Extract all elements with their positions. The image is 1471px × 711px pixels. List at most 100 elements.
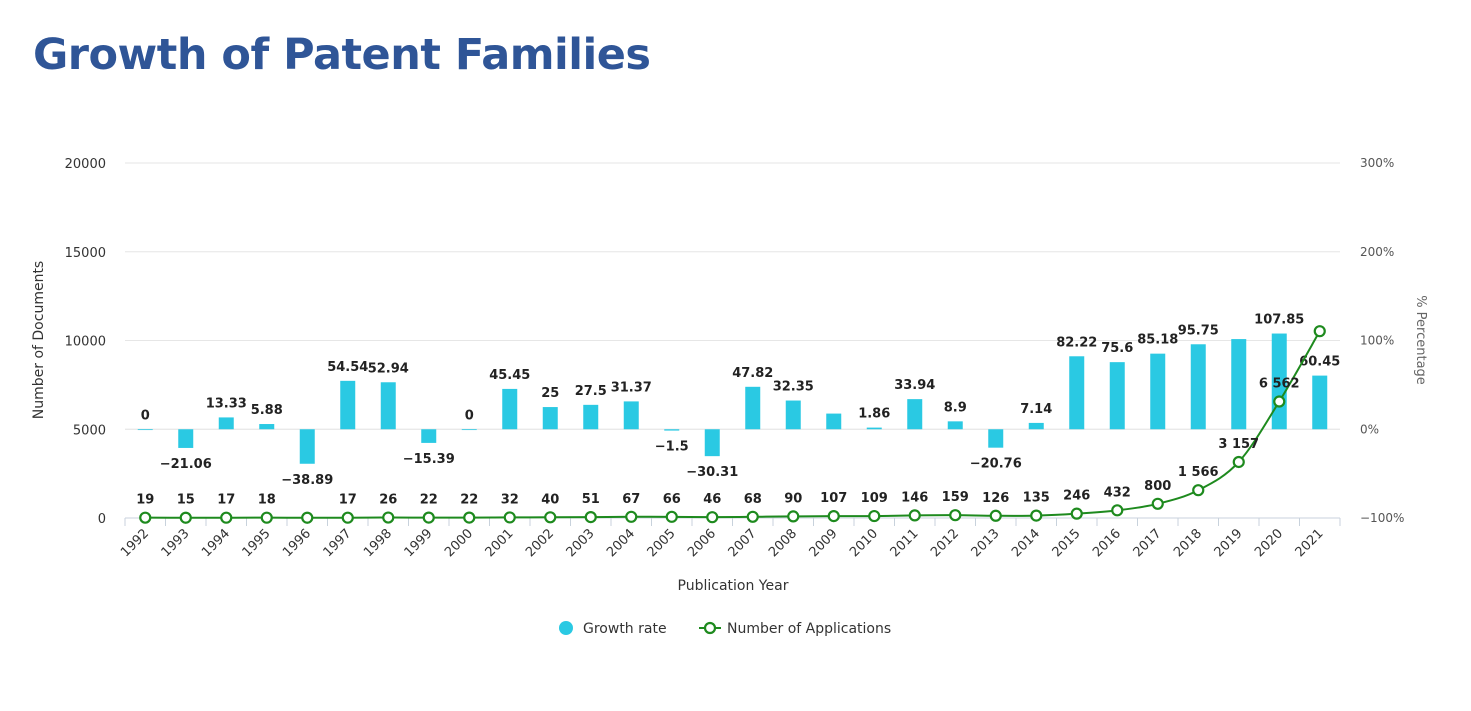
x-tick-label: 2009 [807,526,841,560]
legend-item-growth-rate[interactable]: Growth rate [559,621,667,637]
line-point [908,509,921,522]
bar-data-label: 32.35 [773,380,814,395]
line-data-label: 68 [744,492,762,507]
bar-data-label: −21.06 [160,457,212,472]
legend-label-number-of-applications: Number of Applications [727,621,891,637]
bar-data-label: 7.14 [1020,402,1052,417]
x-tick-label: 2018 [1171,526,1205,560]
line-point [220,511,233,524]
line-data-label: 3 157 [1218,437,1259,452]
bar [137,429,153,431]
bar-data-label: 27.5 [575,384,607,399]
legend-label-growth-rate: Growth rate [583,621,667,637]
y-tick-label-left: 0 [98,512,106,527]
bar [299,429,315,464]
line-point [382,511,395,524]
x-tick-label: 1995 [240,526,274,560]
bar [583,404,599,430]
line-point [1111,504,1124,517]
line-point [260,511,273,524]
x-tick-label: 2019 [1212,526,1246,560]
bar-data-label: 54.54 [327,360,368,375]
x-axis: 1992 1993 1994 1995 1996 1997 1998 1999 2000 2001… [118,517,1341,560]
bar-data-label: 0 [141,408,150,423]
y-tick-label-left: 5000 [73,423,106,438]
line-data-label: 18 [258,493,276,508]
left-axis-ticks: 0 5000 10000 15000 20000 [65,157,106,527]
line-data-label: 15 [177,493,195,508]
line-data-label: 26 [379,493,397,508]
line-point [1192,484,1205,497]
line-data-label: 109 [861,491,888,506]
bar-data-label: 60.45 [1299,355,1340,370]
bar-data-label: 0 [465,408,474,423]
x-tick-label: 2021 [1293,526,1327,560]
x-tick-label: 2013 [969,526,1003,560]
bar-data-label: −15.39 [403,452,455,467]
line-data-label: 46 [703,492,721,507]
x-tick-label: 1999 [402,526,436,560]
y-tick-label-right: 200% [1360,245,1394,259]
line-data-label: 22 [460,493,478,508]
line-data-label: 66 [663,492,681,507]
bar-data-label: 25 [541,386,559,401]
bar-data-label: 75.6 [1101,341,1133,356]
line-point [949,509,962,522]
bar [502,388,518,430]
line-data-label: 40 [541,492,559,507]
bar-data-label: 95.75 [1178,323,1219,338]
bar [421,429,437,443]
y-tick-label-right: 0% [1360,422,1379,436]
x-tick-label: 1994 [199,526,233,560]
x-tick-label: 2004 [604,526,638,560]
bar-data-label: 107.85 [1254,313,1304,328]
line-data-label: 135 [1023,491,1050,506]
page-title: Growth of Patent Families [33,30,651,80]
bar [907,399,923,430]
bar-data-label: 82.22 [1056,335,1097,350]
bar-data-label: −30.31 [686,465,738,480]
bar [745,386,761,430]
bar [826,413,842,430]
bar [1312,375,1328,430]
bar [178,429,194,448]
bar [704,429,720,457]
line-point [584,510,597,524]
bar-data-labels: 0 −21.06 13.33 5.88 −38.89 54.54 52.94 −15.39 0 4… [141,313,1341,488]
bar-data-label: 85.18 [1137,333,1178,348]
x-tick-label: 2001 [483,526,517,560]
bar [1190,344,1206,430]
line-point [422,511,435,524]
x-tick-label: 2011 [888,526,922,560]
line-data-label: 32 [501,492,519,507]
line-data-label: 51 [582,492,600,507]
x-axis-title: Publication Year [678,578,789,594]
x-tick-label: 2014 [1009,526,1043,560]
line-data-label: 19 [136,493,154,508]
bar [380,382,396,430]
line-point [1030,509,1043,522]
x-tick-label: 2005 [645,526,679,560]
bar-data-label: 13.33 [206,396,247,411]
x-tick-label: 2003 [564,526,598,560]
bar [259,424,275,430]
bar [947,421,963,430]
line-point [503,511,516,524]
y-axis-title-left: Number of Documents [31,261,47,419]
bar [623,401,639,430]
legend-item-number-of-applications[interactable]: Number of Applications [699,621,891,637]
bar-data-label: −20.76 [970,457,1022,472]
line-data-label: 17 [339,493,357,508]
line-point [1273,395,1286,408]
bar-data-label: 1.86 [858,407,890,422]
line-point [179,511,192,524]
x-tick-label: 2016 [1090,526,1124,560]
bar-data-label: 5.88 [251,403,283,418]
line-data-label: 90 [784,491,802,506]
line-point [868,509,881,523]
line-point [1070,507,1083,520]
line-point [989,509,1002,522]
line-point [827,510,840,523]
line-data-label: 159 [942,490,969,505]
